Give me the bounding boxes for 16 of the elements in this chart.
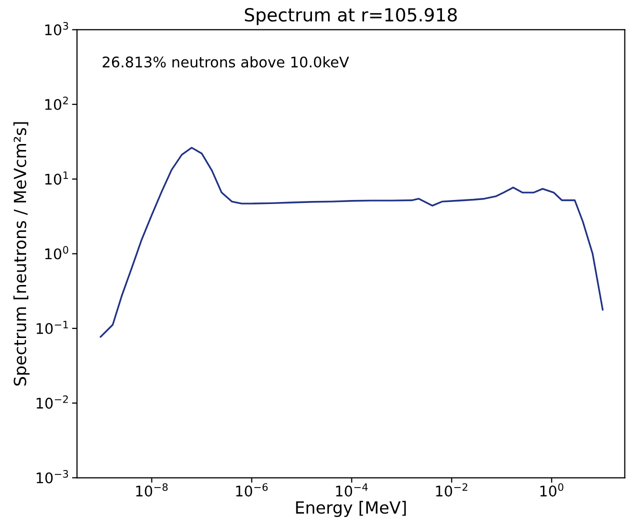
annotation: 26.813% neutrons above 10.0keV (102, 56, 349, 68)
x-tick-label: 10$^{−4}$ (336, 483, 368, 497)
x-tick-label: 10$^{0}$ (540, 483, 564, 497)
y-tick-label: 10$^{−3}$ (36, 470, 68, 484)
y-tick-label: 10$^{−2}$ (36, 395, 68, 409)
y-tick-label: 10$^{0}$ (45, 246, 68, 260)
y-tick-label: 10$^{1}$ (45, 171, 68, 185)
x-tick-label: 10$^{−2}$ (436, 483, 468, 497)
chart-title: Spectrum at r=105.918 (244, 8, 457, 26)
x-axis-title: Energy [MeV] (296, 500, 406, 518)
y-tick-label: 10$^{3}$ (45, 22, 68, 36)
x-tick-label: 10$^{−6}$ (236, 483, 268, 497)
y-tick-label: 10$^{2}$ (45, 96, 68, 110)
x-tick-label: 10$^{−8}$ (136, 483, 168, 497)
y-axis-title: Spectrum [neutrons / MeVcm²s] (13, 122, 30, 386)
y-tick-label: 10$^{−1}$ (36, 320, 68, 334)
